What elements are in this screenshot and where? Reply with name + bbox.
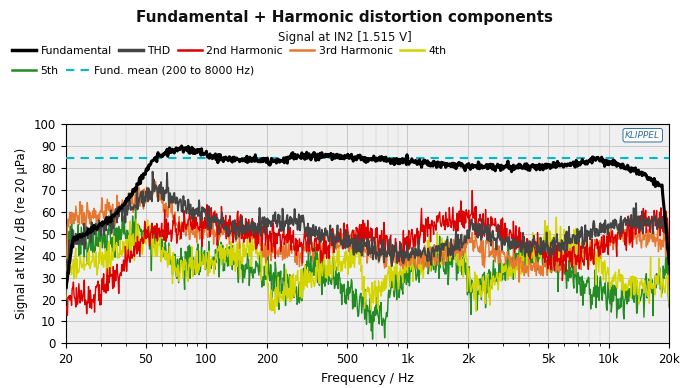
X-axis label: Frequency / Hz: Frequency / Hz xyxy=(321,372,414,385)
Y-axis label: Signal at IN2 / dB (re 20 μPa): Signal at IN2 / dB (re 20 μPa) xyxy=(15,148,28,319)
Text: Signal at IN2 [1.515 V]: Signal at IN2 [1.515 V] xyxy=(278,31,412,44)
Legend: Fundamental, THD, 2nd Harmonic, 3rd Harmonic, 4th: Fundamental, THD, 2nd Harmonic, 3rd Harm… xyxy=(12,46,446,56)
Text: Fundamental + Harmonic distortion components: Fundamental + Harmonic distortion compon… xyxy=(137,10,553,25)
Legend: 5th, Fund. mean (200 to 8000 Hz): 5th, Fund. mean (200 to 8000 Hz) xyxy=(12,66,255,76)
Text: KLIPPEL: KLIPPEL xyxy=(625,131,660,140)
